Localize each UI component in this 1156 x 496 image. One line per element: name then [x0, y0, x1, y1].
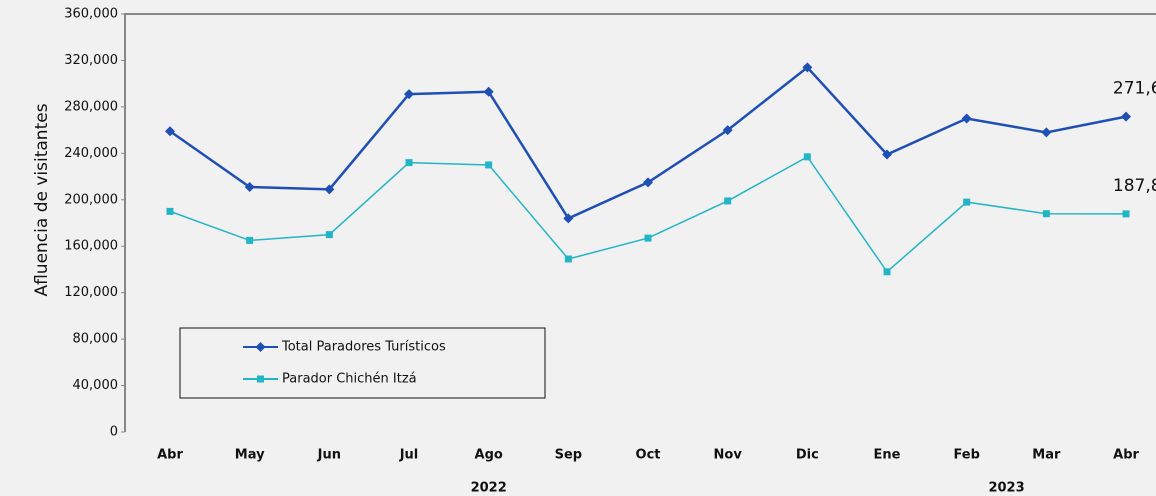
marker	[802, 62, 813, 73]
marker	[483, 86, 494, 97]
marker	[724, 197, 732, 205]
legend-label: Parador Chichén Itzá	[282, 372, 417, 387]
x-tick-label: Ago	[475, 448, 503, 463]
y-tick-label: 80,000	[73, 332, 119, 347]
x-tick-label: Sep	[555, 448, 583, 463]
marker	[882, 149, 893, 160]
value-label: 271,617	[1113, 79, 1156, 99]
x-tick-label: May	[235, 448, 265, 463]
marker	[803, 153, 811, 161]
marker	[255, 342, 266, 352]
x-tick-label: Nov	[714, 448, 743, 463]
year-label: 2023	[988, 481, 1024, 496]
marker	[1121, 111, 1132, 122]
y-axis-label: Afluencia de visitantes	[32, 103, 52, 296]
marker	[324, 184, 335, 195]
marker	[722, 125, 733, 136]
x-tick-label: Oct	[636, 448, 661, 463]
marker	[1042, 210, 1050, 218]
x-tick-label: Mar	[1032, 448, 1061, 463]
marker	[165, 126, 175, 137]
y-tick-label: 120,000	[64, 285, 118, 300]
y-tick-label: 200,000	[64, 192, 118, 207]
x-tick-label: Abr	[157, 448, 183, 463]
y-tick-label: 240,000	[64, 146, 118, 161]
marker	[961, 113, 972, 124]
marker	[1122, 210, 1130, 218]
legend-box	[179, 327, 546, 399]
x-tick-label: Dic	[796, 448, 819, 463]
marker	[325, 231, 333, 239]
legend-label: Total Paradores Turísticos	[281, 340, 446, 355]
y-tick-label: 40,000	[73, 378, 119, 393]
y-tick-label: 320,000	[64, 53, 118, 68]
y-tick-label: 280,000	[64, 99, 118, 114]
x-tick-label: Feb	[953, 448, 979, 463]
y-tick-label: 160,000	[64, 239, 118, 254]
marker	[244, 182, 255, 193]
x-tick-label: Jul	[399, 448, 419, 463]
y-tick-label: 0	[110, 425, 118, 440]
marker	[485, 161, 493, 169]
marker	[644, 234, 652, 242]
marker	[563, 213, 574, 224]
y-tick-label: 360,000	[64, 7, 118, 22]
marker	[405, 159, 413, 167]
value-label: 187,851	[1113, 176, 1156, 196]
marker	[643, 177, 654, 188]
year-label: 2022	[471, 481, 507, 496]
marker	[166, 207, 174, 215]
marker	[404, 89, 415, 100]
marker	[883, 268, 891, 276]
x-tick-label: Jun	[317, 448, 341, 463]
marker	[963, 198, 971, 206]
marker	[246, 236, 254, 244]
x-tick-label: Ene	[874, 448, 901, 463]
marker	[257, 375, 264, 383]
marker	[1041, 127, 1052, 138]
x-tick-label: Abr	[1113, 448, 1139, 463]
marker	[564, 255, 572, 263]
